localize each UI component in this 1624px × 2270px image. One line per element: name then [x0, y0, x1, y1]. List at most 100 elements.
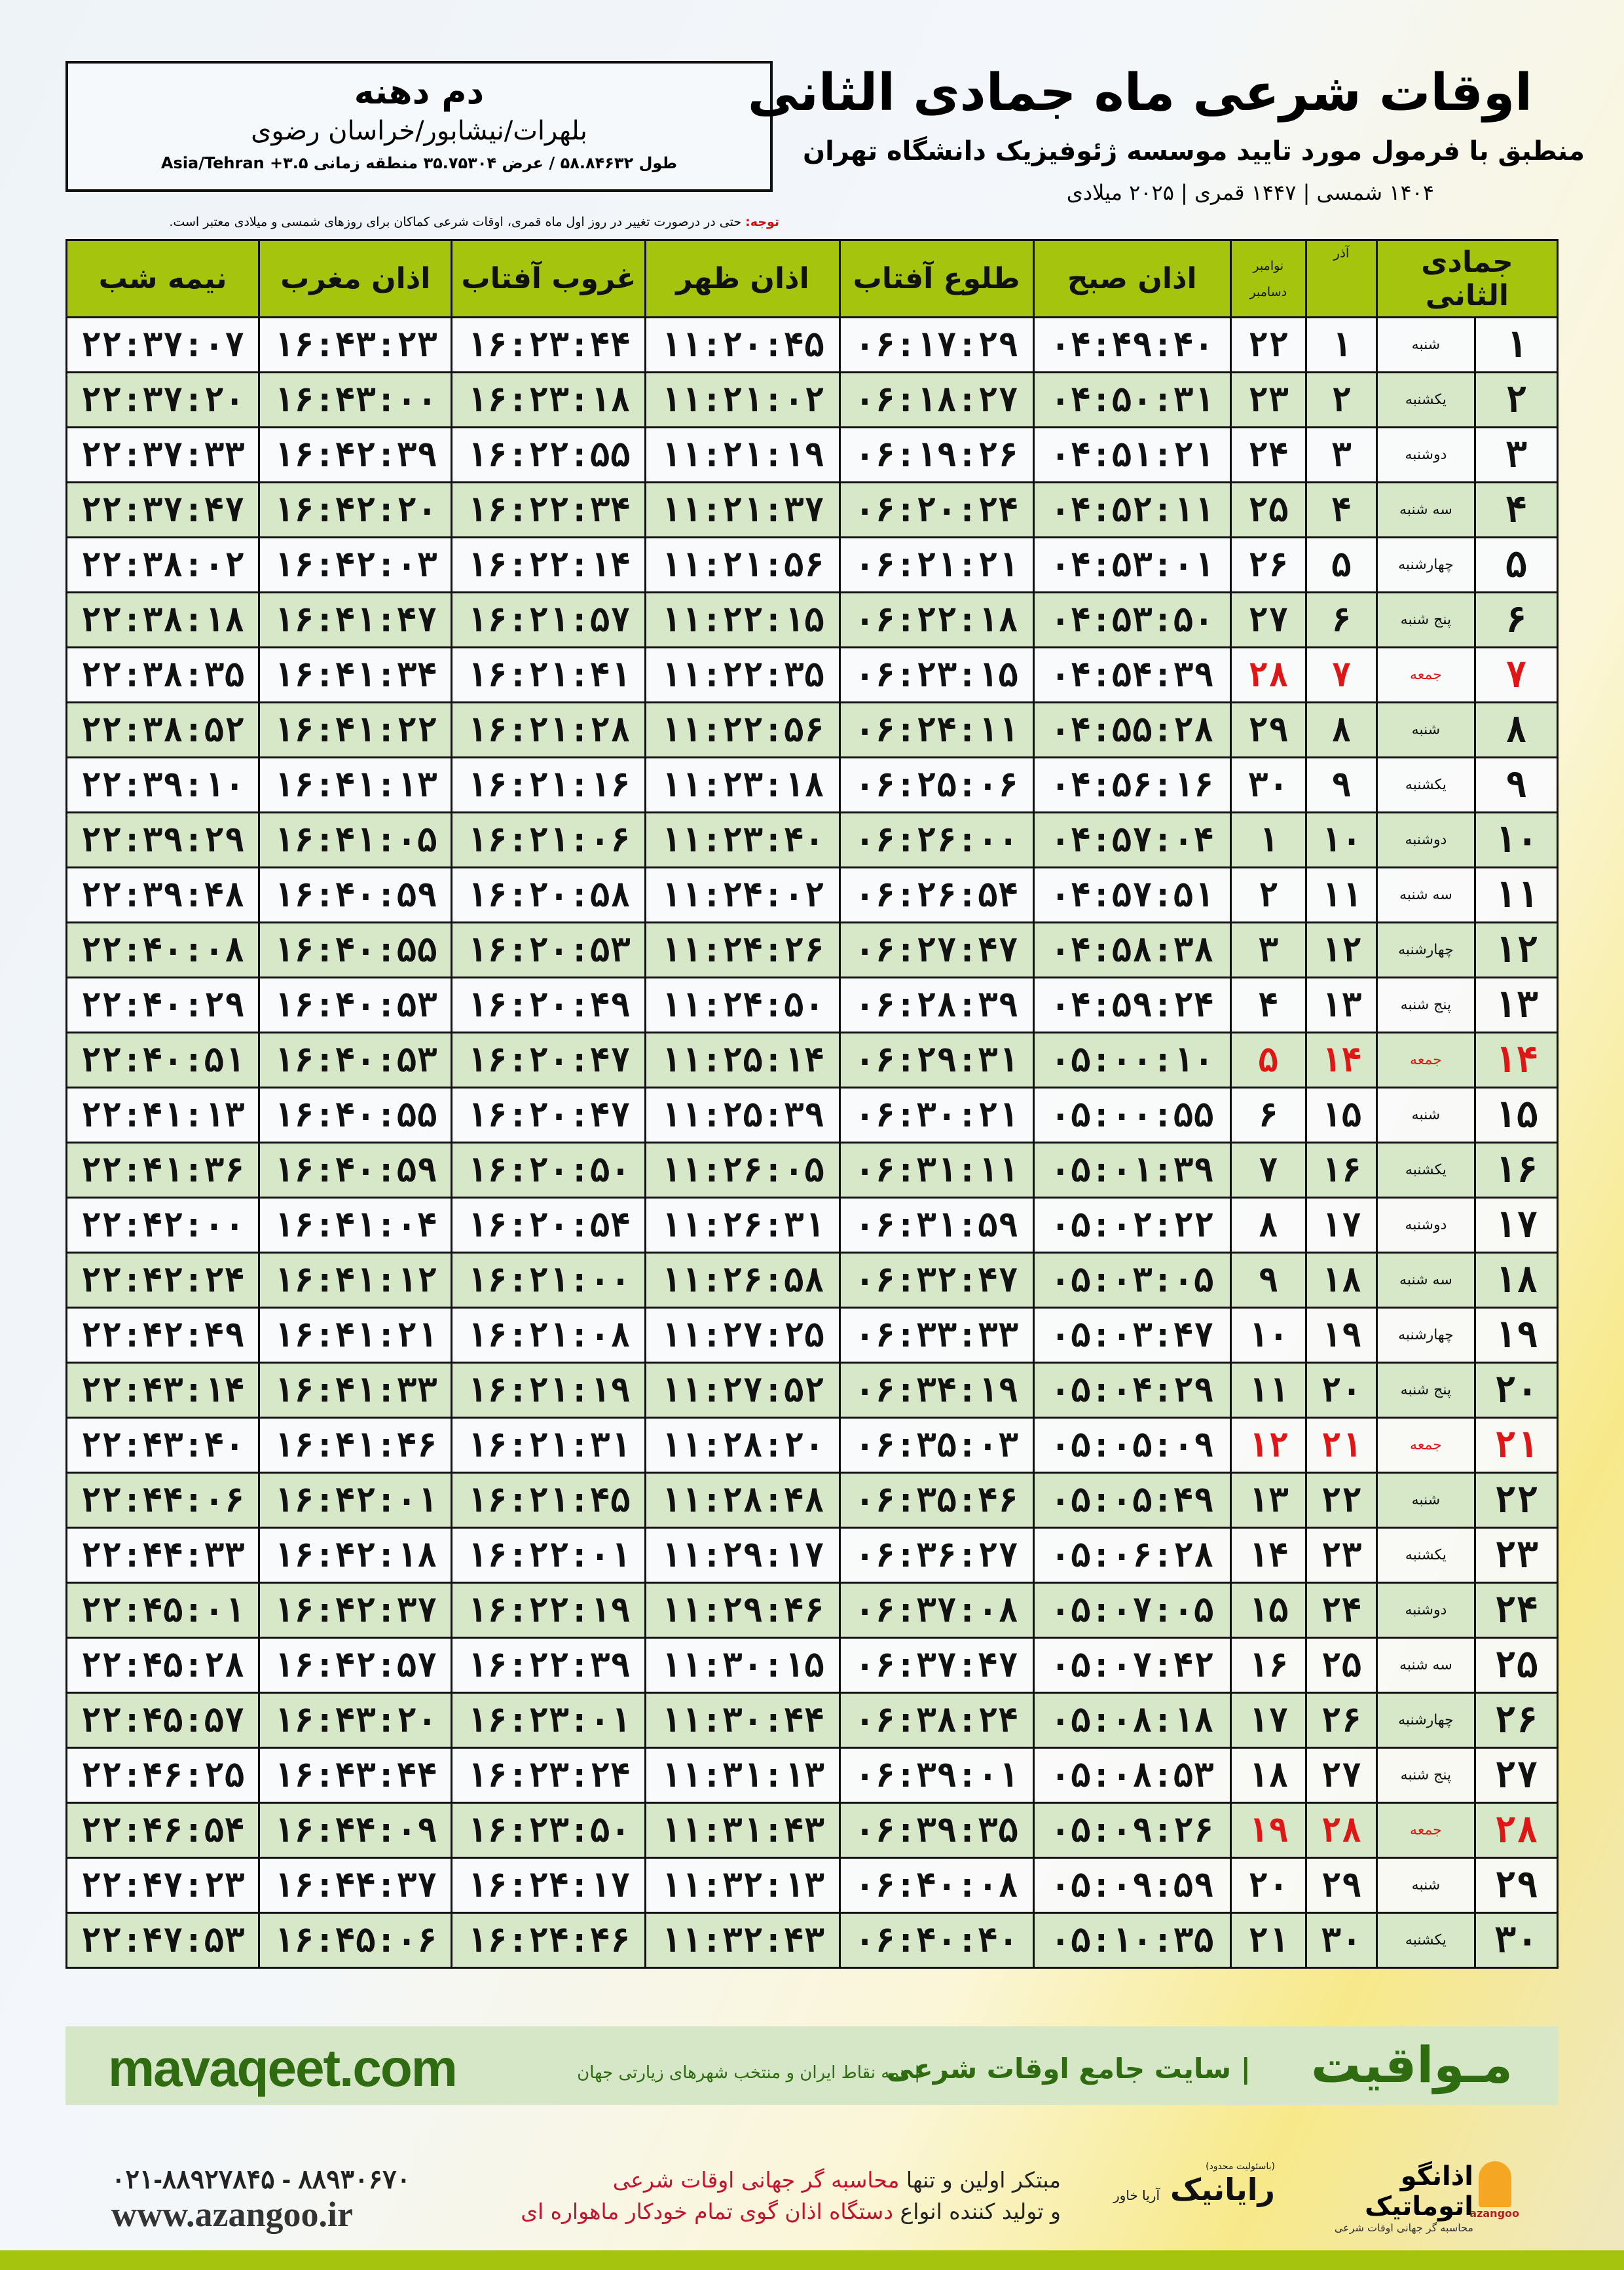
page-title: اوقات شرعی ماه جمادی الثانی: [747, 64, 1532, 122]
azar-day-cell: ۳۰: [1304, 1912, 1378, 1969]
gregorian-day-cell: ۲۷: [1229, 591, 1307, 648]
table-row: ۱۸ سه شنبه ۱۸ ۹ ۰۵:۰۳:۰۵ ۰۶:۳۲:۴۷ ۱۱:۲۶:۵۸ ۱۶:۲…: [65, 1252, 1559, 1309]
maghrib-cell: ۱۶:۴۲:۰۱: [258, 1472, 453, 1529]
hijri-day-cell: ۲۹: [1473, 1857, 1559, 1914]
midnight-cell: ۲۲:۴۶:۲۵: [65, 1747, 261, 1804]
maghrib-cell: ۱۶:۴۱:۰۵: [258, 811, 453, 868]
maghrib-cell: ۱۶:۴۱:۳۴: [258, 646, 453, 703]
weekday-cell: دوشنبه: [1375, 811, 1476, 868]
sunset-cell: ۱۶:۲۱:۰۸: [451, 1307, 647, 1364]
dhuhr-cell: ۱۱:۳۲:۱۳: [644, 1857, 841, 1914]
sunset-cell: ۱۶:۲۰:۵۸: [451, 866, 647, 923]
adv-line1b: محاسبه گر جهانی اوقات شرعی: [612, 2167, 900, 2193]
gregorian-day-cell: ۲۸: [1229, 646, 1307, 703]
gregorian-day-cell: ۲۴: [1229, 426, 1307, 483]
table-row: ۲۱ جمعه ۲۱ ۱۲ ۰۵:۰۵:۰۹ ۰۶:۳۵:۰۳ ۱۱:۲۸:۲۰ ۱۶:۲۱:…: [65, 1417, 1559, 1474]
gregorian-day-cell: ۱۸: [1229, 1747, 1307, 1804]
azar-day-cell: ۱۷: [1304, 1197, 1378, 1254]
azar-day-cell: ۱۵: [1304, 1087, 1378, 1144]
hijri-day-cell: ۱۵: [1473, 1087, 1559, 1144]
hijri-day-cell: ۱۱: [1473, 866, 1559, 923]
hijri-day-cell: ۹: [1473, 756, 1559, 813]
dhuhr-cell: ۱۱:۲۶:۵۸: [644, 1252, 841, 1309]
weekday-cell: یکشنبه: [1375, 1527, 1476, 1584]
fajr-cell: ۰۴:۵۷:۰۴: [1032, 811, 1232, 868]
midnight-cell: ۲۲:۳۷:۴۷: [65, 481, 261, 538]
fajr-cell: ۰۵:۱۰:۳۵: [1032, 1912, 1232, 1969]
website-link[interactable]: www.azangoo.ir: [111, 2195, 353, 2234]
azar-day-cell: ۱۲: [1304, 921, 1378, 978]
sunrise-cell: ۰۶:۲۴:۱۱: [838, 701, 1035, 758]
fajr-cell: ۰۴:۵۷:۵۱: [1032, 866, 1232, 923]
dhuhr-cell: ۱۱:۲۳:۱۸: [644, 756, 841, 813]
dhuhr-cell: ۱۱:۳۰:۴۴: [644, 1692, 841, 1749]
sunrise-cell: ۰۶:۳۹:۰۱: [838, 1747, 1035, 1804]
gregorian-day-cell: ۶: [1229, 1087, 1307, 1144]
sunrise-cell: ۰۶:۲۵:۰۶: [838, 756, 1035, 813]
dhuhr-cell: ۱۱:۲۱:۳۷: [644, 481, 841, 538]
dhuhr-cell: ۱۱:۳۱:۴۳: [644, 1802, 841, 1859]
rayanik-side: آریا خاور: [1113, 2187, 1160, 2203]
dhuhr-cell: ۱۱:۲۲:۱۵: [644, 591, 841, 648]
azar-day-cell: ۲۰: [1304, 1362, 1378, 1419]
sunset-cell: ۱۶:۲۱:۱۹: [451, 1362, 647, 1419]
phone-numbers: ۰۲۱-۸۸۹۲۷۸۴۵ - ۸۸۹۳۰۶۷۰: [111, 2165, 411, 2194]
maghrib-cell: ۱۶:۴۳:۴۴: [258, 1747, 453, 1804]
fajr-cell: ۰۴:۵۳:۰۱: [1032, 536, 1232, 593]
midnight-cell: ۲۲:۴۲:۲۴: [65, 1252, 261, 1309]
weekday-cell: شنبه: [1375, 1472, 1476, 1529]
sunrise-cell: ۰۶:۱۷:۲۹: [838, 316, 1035, 373]
gregorian-day-cell: ۱: [1229, 811, 1307, 868]
sunset-cell: ۱۶:۲۲:۳۴: [451, 481, 647, 538]
gregorian-day-cell: ۱۳: [1229, 1472, 1307, 1529]
azar-day-cell: ۲۵: [1304, 1637, 1378, 1694]
fajr-cell: ۰۵:۰۹:۵۹: [1032, 1857, 1232, 1914]
azar-day-cell: ۴: [1304, 481, 1378, 538]
mavaqeet-banner: مـواقیت | سایت جامع اوقات شرعی | همه نقا…: [65, 2026, 1559, 2105]
dhuhr-cell: ۱۱:۲۸:۴۸: [644, 1472, 841, 1529]
sunset-cell: ۱۶:۲۱:۲۸: [451, 701, 647, 758]
fajr-cell: ۰۵:۰۰:۵۵: [1032, 1087, 1232, 1144]
fajr-cell: ۰۴:۵۳:۵۰: [1032, 591, 1232, 648]
note-label: توجه:: [745, 215, 779, 229]
azar-day-cell: ۵: [1304, 536, 1378, 593]
maghrib-cell: ۱۶:۴۲:۳۹: [258, 426, 453, 483]
header-dhuhr: اذان ظهر: [644, 239, 841, 318]
sunrise-cell: ۰۶:۴۰:۴۰: [838, 1912, 1035, 1969]
banner-url[interactable]: mavaqeet.com: [108, 2039, 458, 2097]
sunset-cell: ۱۶:۲۱:۴۱: [451, 646, 647, 703]
azar-day-cell: ۱۸: [1304, 1252, 1378, 1309]
gregorian-day-cell: ۲۳: [1229, 371, 1307, 428]
sunset-cell: ۱۶:۲۲:۳۹: [451, 1637, 647, 1694]
rayanik-name: رایانیک: [1170, 2172, 1275, 2207]
weekday-cell: جمعه: [1375, 1802, 1476, 1859]
weekday-cell: سه شنبه: [1375, 1637, 1476, 1694]
sunrise-cell: ۰۶:۳۲:۴۷: [838, 1252, 1035, 1309]
weekday-cell: سه شنبه: [1375, 481, 1476, 538]
sunset-cell: ۱۶:۲۴:۱۷: [451, 1857, 647, 1914]
sunrise-cell: ۰۶:۳۹:۳۵: [838, 1802, 1035, 1859]
note: توجه: حتی در درصورت تغییر در روز اول ماه…: [65, 215, 779, 229]
midnight-cell: ۲۲:۴۱:۳۶: [65, 1142, 261, 1199]
sunset-cell: ۱۶:۲۲:۰۱: [451, 1527, 647, 1584]
table-row: ۱۱ سه شنبه ۱۱ ۲ ۰۴:۵۷:۵۱ ۰۶:۲۶:۵۴ ۱۱:۲۴:۰۲ ۱۶:۲…: [65, 866, 1559, 923]
midnight-cell: ۲۲:۳۸:۰۲: [65, 536, 261, 593]
header-greg-bottom: دسامبر: [1249, 284, 1287, 299]
azar-day-cell: ۱۳: [1304, 977, 1378, 1033]
fajr-cell: ۰۴:۵۹:۲۴: [1032, 977, 1232, 1033]
sunrise-cell: ۰۶:۱۹:۲۶: [838, 426, 1035, 483]
header-sunrise: طلوع آفتاب: [838, 239, 1035, 318]
azar-day-cell: ۲۷: [1304, 1747, 1378, 1804]
table-row: ۲۷ پنج شنبه ۲۷ ۱۸ ۰۵:۰۸:۵۳ ۰۶:۳۹:۰۱ ۱۱:۳۱:۱۳ ۱۶…: [65, 1747, 1559, 1804]
maghrib-cell: ۱۶:۴۰:۵۳: [258, 977, 453, 1033]
weekday-cell: یکشنبه: [1375, 1142, 1476, 1199]
table-row: ۱۹ چهارشنبه ۱۹ ۱۰ ۰۵:۰۳:۴۷ ۰۶:۳۳:۳۳ ۱۱:۲۷:۲۵ ۱۶…: [65, 1307, 1559, 1364]
azar-day-cell: ۲۳: [1304, 1527, 1378, 1584]
midnight-cell: ۲۲:۳۸:۳۵: [65, 646, 261, 703]
maghrib-cell: ۱۶:۴۱:۲۲: [258, 701, 453, 758]
gregorian-day-cell: ۲۹: [1229, 701, 1307, 758]
sunrise-cell: ۰۶:۲۶:۵۴: [838, 866, 1035, 923]
sunrise-cell: ۰۶:۴۰:۰۸: [838, 1857, 1035, 1914]
gregorian-day-cell: ۷: [1229, 1142, 1307, 1199]
hijri-day-cell: ۱۴: [1473, 1032, 1559, 1088]
